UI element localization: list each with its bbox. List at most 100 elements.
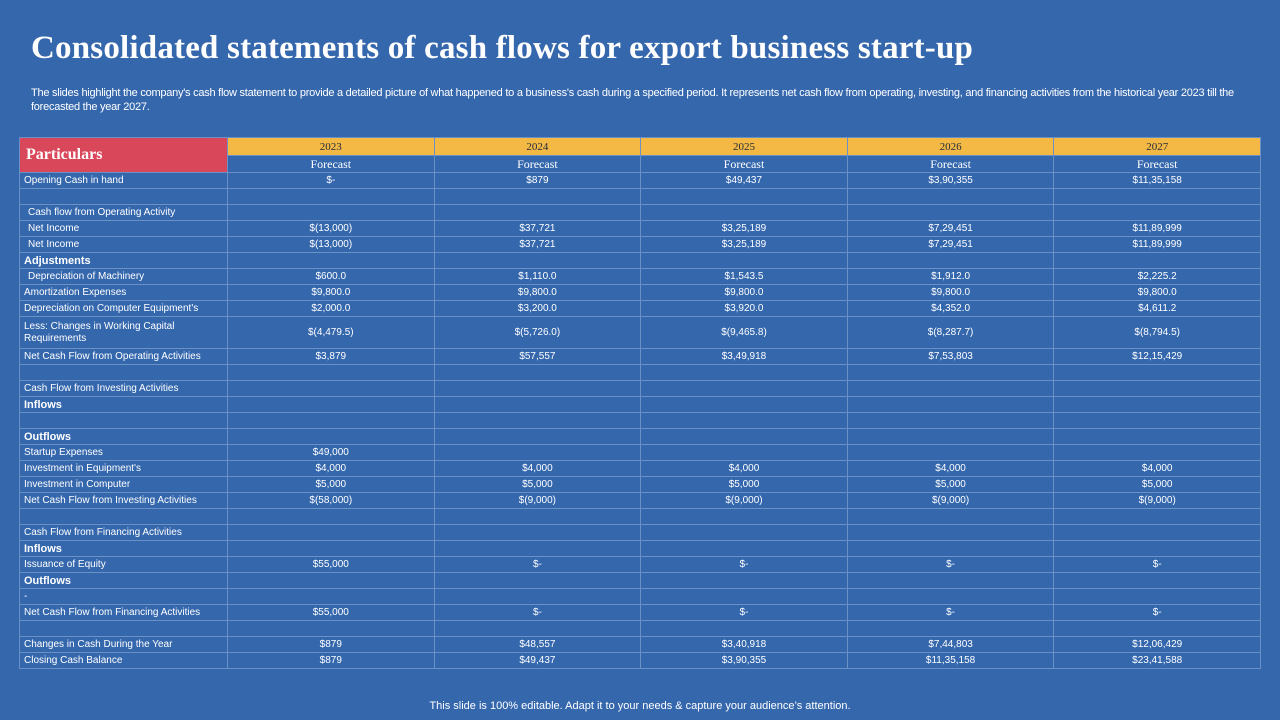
value-cell-2025: $-	[640, 604, 848, 621]
value-cell-2023	[227, 588, 435, 605]
value-cell-2027	[1053, 540, 1261, 557]
table-row: Cash Flow from Financing Activities	[19, 524, 1261, 541]
value-cell-2027: $23,41,588	[1053, 652, 1261, 669]
table-row: Amortization Expenses $9,800.0 $9,800.0 $9,…	[19, 284, 1261, 301]
value-cell-2026: $9,800.0	[846, 284, 1055, 301]
table-row: Depreciation of Machinery $600.0 $1,110.0 $…	[19, 268, 1261, 285]
table-row: Less: Changes in Working Capital Require…	[19, 316, 1261, 349]
table-row	[19, 620, 1261, 637]
table-row: Inflows	[19, 540, 1261, 557]
value-cell-2025	[640, 444, 848, 461]
value-cell-2025: $(9,465.8)	[640, 316, 848, 349]
value-cell-2023: $879	[227, 652, 435, 669]
value-cell-2027: $4,000	[1053, 460, 1261, 477]
value-cell-2024	[433, 364, 642, 381]
value-cell-2025	[640, 412, 848, 429]
row-label	[19, 364, 228, 381]
slide-title: Consolidated statements of cash flows fo…	[31, 30, 974, 66]
table-body: Opening Cash in hand $- $879 $49,437 $3,90,3…	[19, 172, 1261, 669]
value-cell-2027: $(9,000)	[1053, 492, 1261, 509]
value-cell-2026: $3,90,355	[846, 172, 1055, 189]
value-cell-2027	[1053, 572, 1261, 589]
row-label: Inflows	[19, 540, 228, 557]
row-label: Depreciation on Computer Equipment's	[19, 300, 228, 317]
table-row	[19, 188, 1261, 205]
value-cell-2024	[433, 204, 642, 221]
value-cell-2023: $55,000	[227, 556, 435, 573]
value-cell-2025: $3,25,189	[640, 236, 848, 253]
value-cell-2027	[1053, 444, 1261, 461]
value-cell-2026	[846, 620, 1055, 637]
value-cell-2025	[640, 204, 848, 221]
table-row: Adjustments	[19, 252, 1261, 269]
table-row	[19, 412, 1261, 429]
value-cell-2026	[846, 428, 1055, 445]
table-row: -	[19, 588, 1261, 605]
row-label: Issuance of Equity	[19, 556, 228, 573]
forecast-label: Forecast	[1053, 155, 1261, 173]
value-cell-2024	[433, 540, 642, 557]
value-cell-2023	[227, 252, 435, 269]
table-row: Net Cash Flow from Operating Activities $…	[19, 348, 1261, 365]
value-cell-2023: $600.0	[227, 268, 435, 285]
value-cell-2024	[433, 572, 642, 589]
value-cell-2027	[1053, 588, 1261, 605]
year-header-2026: 2026	[846, 137, 1055, 156]
value-cell-2023: $4,000	[227, 460, 435, 477]
value-cell-2025: $3,920.0	[640, 300, 848, 317]
value-cell-2025	[640, 252, 848, 269]
value-cell-2025: $-	[640, 556, 848, 573]
value-cell-2027: $11,35,158	[1053, 172, 1261, 189]
value-cell-2023	[227, 540, 435, 557]
value-cell-2026: $(8,287.7)	[846, 316, 1055, 349]
value-cell-2027	[1053, 508, 1261, 525]
row-label: Net Income	[19, 220, 228, 237]
value-cell-2026: $7,44,803	[846, 636, 1055, 653]
value-cell-2027: $2,225.2	[1053, 268, 1261, 285]
table-row: Outflows	[19, 572, 1261, 589]
year-header-2024: 2024	[433, 137, 642, 156]
value-cell-2024: $(9,000)	[433, 492, 642, 509]
value-cell-2023	[227, 508, 435, 525]
cash-flow-table: Particulars 2023 2024 2025 2026 2027 For…	[19, 137, 1261, 669]
year-header-2027: 2027	[1053, 137, 1261, 156]
table-row: Closing Cash Balance $879 $49,437 $3,90,355…	[19, 652, 1261, 669]
value-cell-2024	[433, 444, 642, 461]
value-cell-2026: $4,000	[846, 460, 1055, 477]
value-cell-2023	[227, 620, 435, 637]
value-cell-2026	[846, 252, 1055, 269]
value-cell-2024: $57,557	[433, 348, 642, 365]
value-cell-2024: $(5,726.0)	[433, 316, 642, 349]
table-row: Investment in Computer $5,000 $5,000 $5,000…	[19, 476, 1261, 493]
value-cell-2027	[1053, 380, 1261, 397]
row-label: -	[19, 588, 228, 605]
row-label	[19, 188, 228, 205]
value-cell-2026: $11,35,158	[846, 652, 1055, 669]
value-cell-2023: $3,879	[227, 348, 435, 365]
value-cell-2023	[227, 188, 435, 205]
value-cell-2027	[1053, 428, 1261, 445]
value-cell-2026: $4,352.0	[846, 300, 1055, 317]
value-cell-2025	[640, 540, 848, 557]
value-cell-2027: $11,89,999	[1053, 236, 1261, 253]
row-label	[19, 412, 228, 429]
value-cell-2023	[227, 396, 435, 413]
table-row: Net Income $(13,000) $37,721 $3,25,189 $7,29…	[19, 220, 1261, 237]
value-cell-2023: $2,000.0	[227, 300, 435, 317]
value-cell-2027: $12,15,429	[1053, 348, 1261, 365]
table-row: Net Income $(13,000) $37,721 $3,25,189 $7,29…	[19, 236, 1261, 253]
value-cell-2024: $9,800.0	[433, 284, 642, 301]
year-header-2023: 2023	[227, 137, 435, 156]
row-label: Amortization Expenses	[19, 284, 228, 301]
row-label: Net Cash Flow from Investing Activities	[19, 492, 228, 509]
table-row	[19, 508, 1261, 525]
forecast-label: Forecast	[227, 155, 435, 173]
value-cell-2025: $3,90,355	[640, 652, 848, 669]
row-label: Investment in Computer	[19, 476, 228, 493]
value-cell-2024: $-	[433, 556, 642, 573]
value-cell-2024: $48,557	[433, 636, 642, 653]
value-cell-2023: $55,000	[227, 604, 435, 621]
value-cell-2024: $37,721	[433, 236, 642, 253]
value-cell-2026	[846, 572, 1055, 589]
value-cell-2025: $3,40,918	[640, 636, 848, 653]
